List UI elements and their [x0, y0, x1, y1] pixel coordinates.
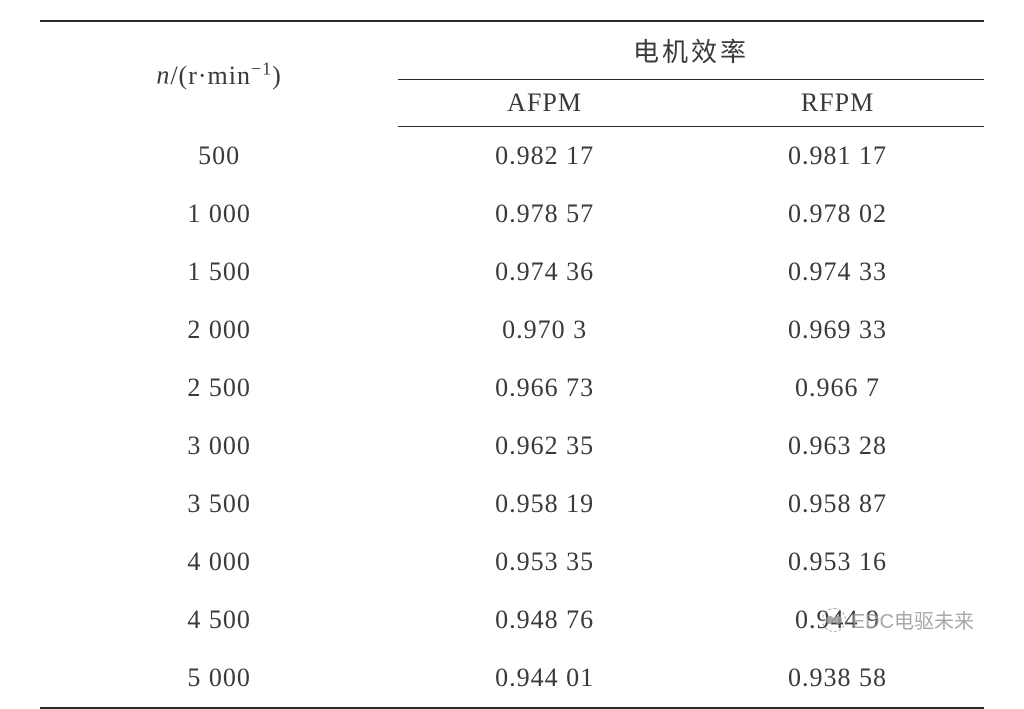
table-row: 4 0000.953 350.953 16 [40, 533, 984, 591]
cell-rfpm: 0.974 33 [691, 243, 984, 301]
table-row: 2 5000.966 730.966 7 [40, 359, 984, 417]
cell-afpm: 0.978 57 [398, 185, 691, 243]
cell-n: 1 500 [40, 243, 398, 301]
cell-afpm: 0.966 73 [398, 359, 691, 417]
subheader-rfpm: RFPM [691, 80, 984, 127]
cell-afpm: 0.970 3 [398, 301, 691, 359]
cell-afpm: 0.944 01 [398, 649, 691, 708]
cell-n: 3 000 [40, 417, 398, 475]
cell-rfpm: 0.969 33 [691, 301, 984, 359]
cell-n: 4 000 [40, 533, 398, 591]
cell-afpm: 0.948 76 [398, 591, 691, 649]
cell-rfpm: 0.978 02 [691, 185, 984, 243]
table-row: 3 0000.962 350.963 28 [40, 417, 984, 475]
table-row: 5000.982 170.981 17 [40, 127, 984, 186]
cell-rfpm: 0.981 17 [691, 127, 984, 186]
cell-afpm: 0.982 17 [398, 127, 691, 186]
row-header: n/(r·min−1) [40, 21, 398, 127]
watermark-text: EDC电驱未来 [852, 605, 974, 634]
cell-rfpm: 0.938 58 [691, 649, 984, 708]
cell-n: 500 [40, 127, 398, 186]
cell-n: 3 500 [40, 475, 398, 533]
cell-afpm: 0.974 36 [398, 243, 691, 301]
cell-afpm: 0.953 35 [398, 533, 691, 591]
cell-rfpm: 0.958 87 [691, 475, 984, 533]
cell-n: 2 000 [40, 301, 398, 359]
table-row: 1 5000.974 360.974 33 [40, 243, 984, 301]
cell-afpm: 0.958 19 [398, 475, 691, 533]
cell-rfpm: 0.953 16 [691, 533, 984, 591]
table-row: 1 0000.978 570.978 02 [40, 185, 984, 243]
subheader-afpm: AFPM [398, 80, 691, 127]
group-header: 电机效率 [398, 21, 984, 80]
table-row: 5 0000.944 010.938 58 [40, 649, 984, 708]
cell-rfpm: 0.966 7 [691, 359, 984, 417]
cell-afpm: 0.962 35 [398, 417, 691, 475]
cell-n: 4 500 [40, 591, 398, 649]
cell-rfpm: 0.963 28 [691, 417, 984, 475]
watermark: EDC电驱未来 [822, 605, 974, 634]
wechat-icon [822, 608, 846, 632]
cell-n: 5 000 [40, 649, 398, 708]
cell-n: 1 000 [40, 185, 398, 243]
cell-n: 2 500 [40, 359, 398, 417]
table-row: 3 5000.958 190.958 87 [40, 475, 984, 533]
table-row: 2 0000.970 30.969 33 [40, 301, 984, 359]
